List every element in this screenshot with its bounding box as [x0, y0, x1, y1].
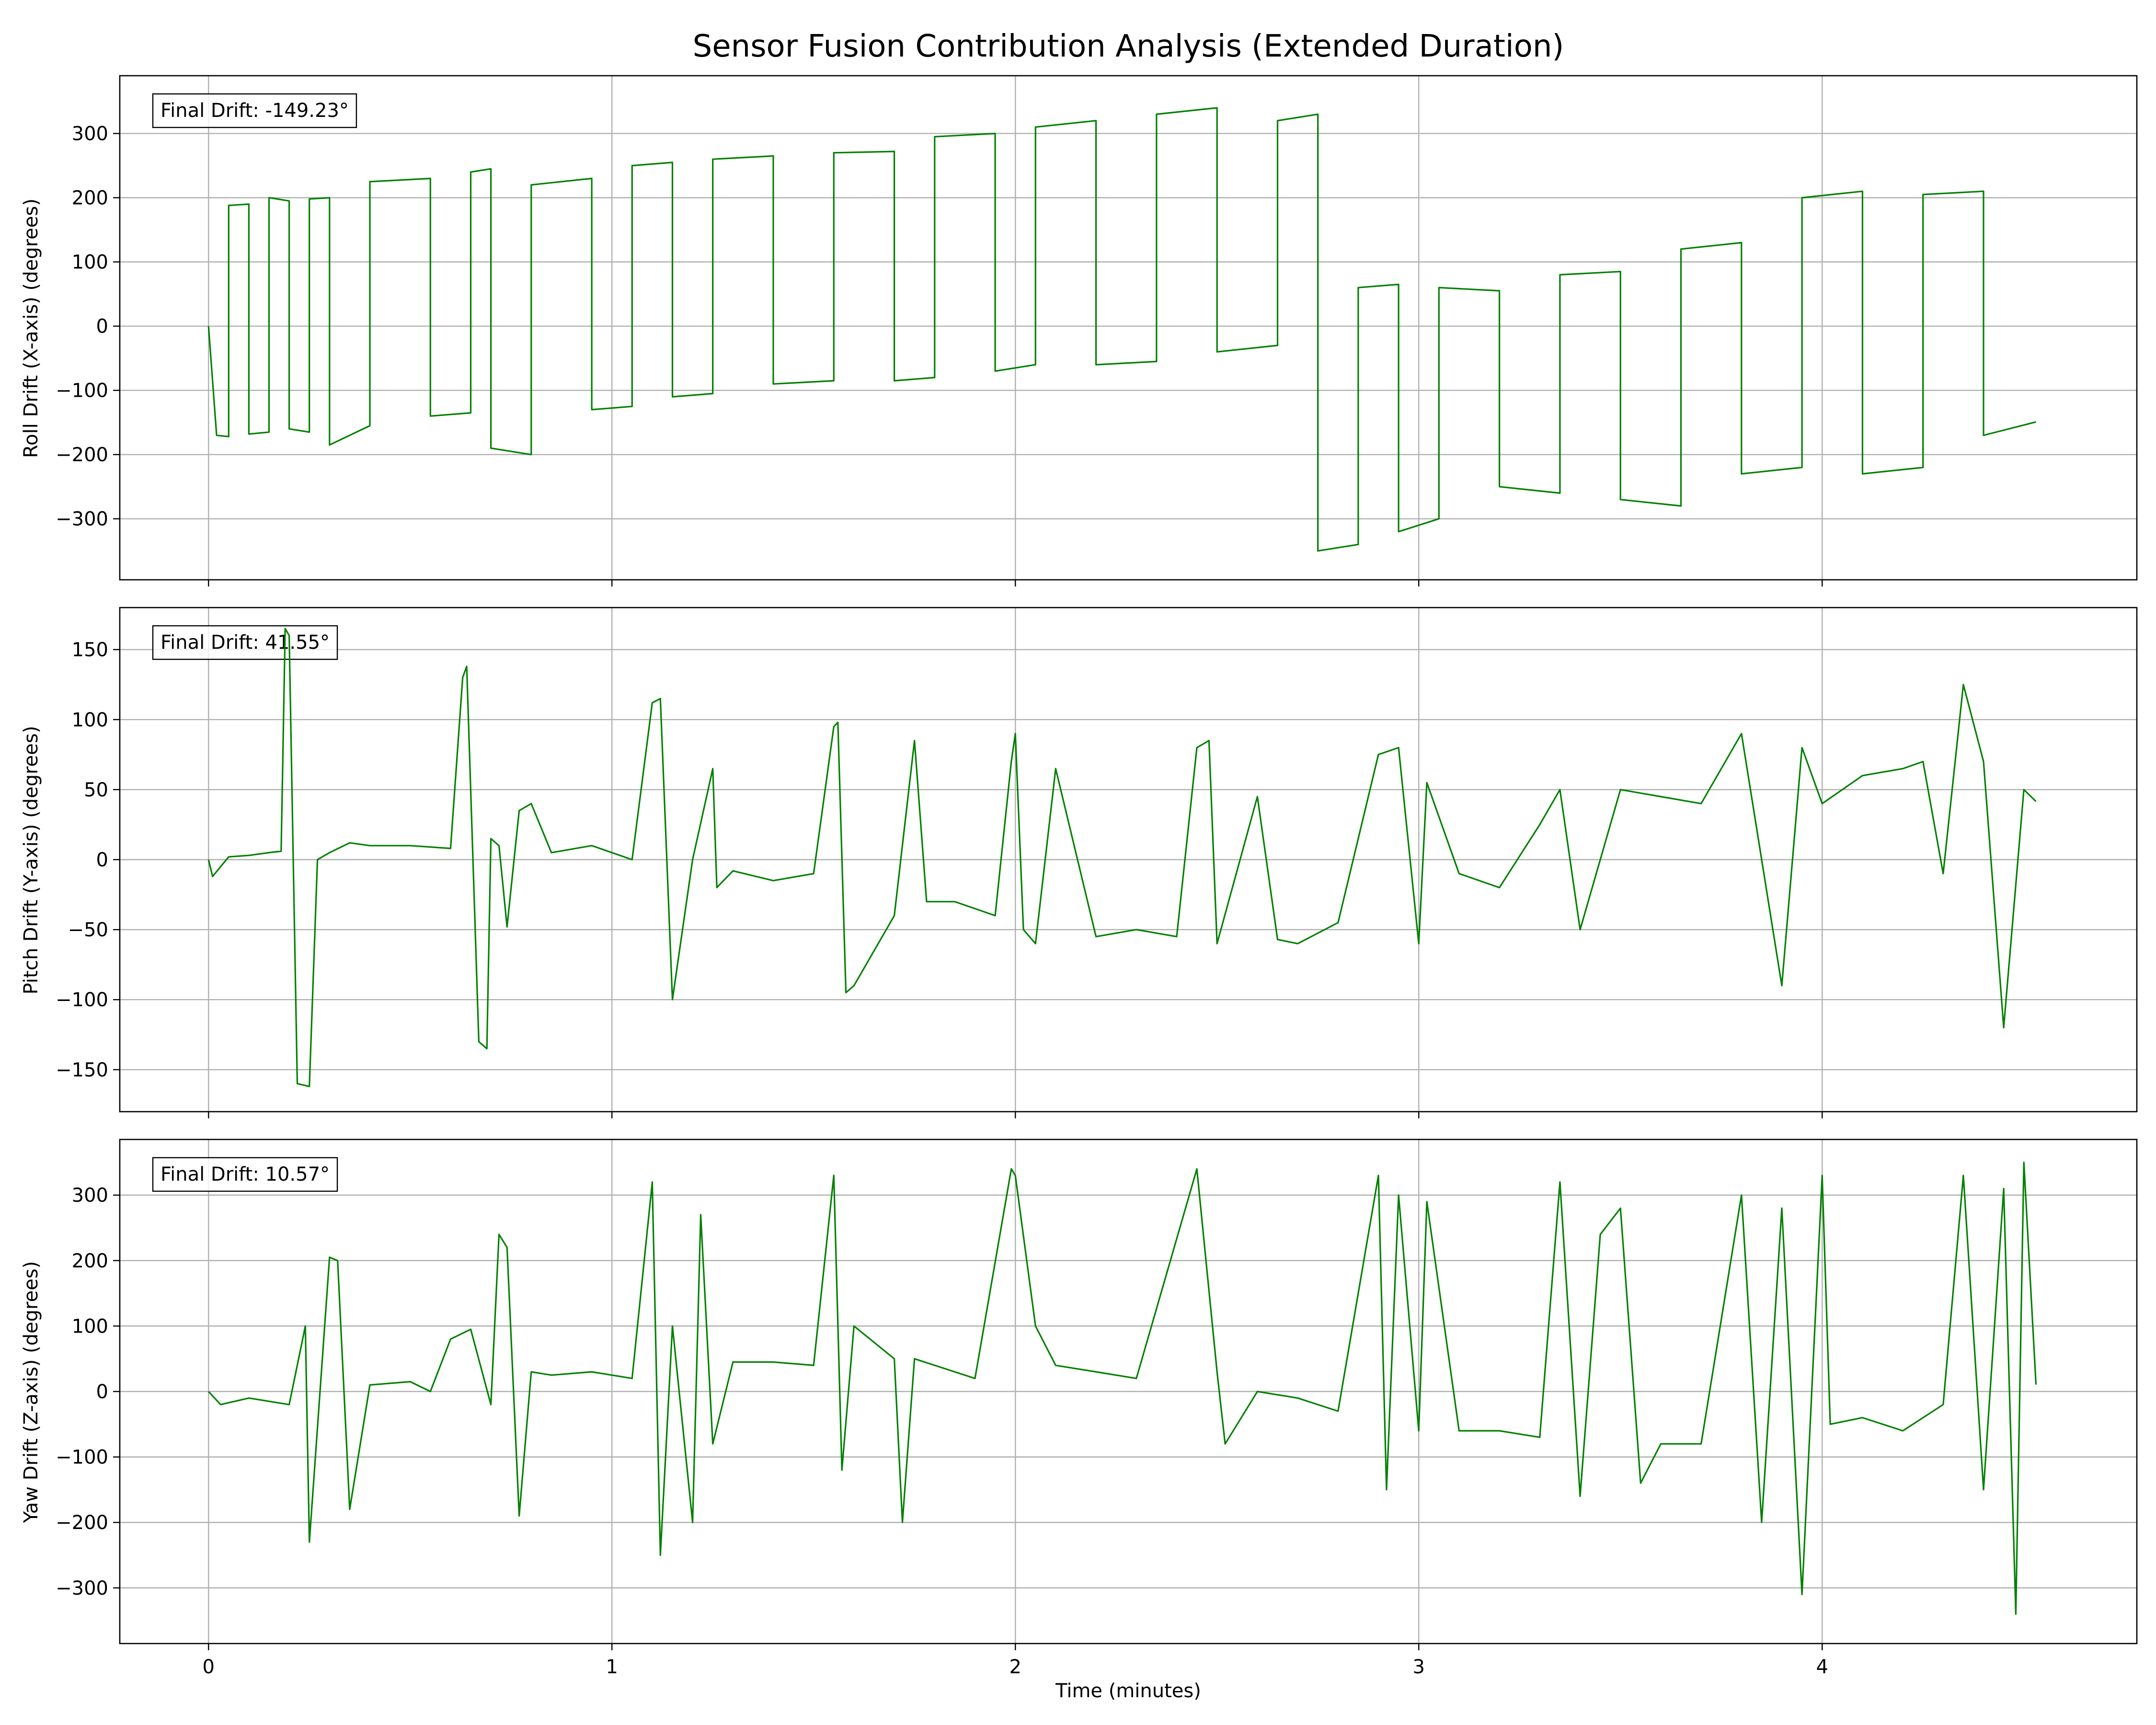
- roll-y-tick-label: −200: [56, 444, 108, 466]
- yaw-final-drift-box: [152, 1157, 338, 1192]
- pitch-drift-panel: Pitch Drift (Y-axis) (degrees) Final Dri…: [20, 607, 2138, 1118]
- yaw-y-tick-label: −100: [56, 1447, 108, 1469]
- roll-y-tick-label: −300: [56, 508, 108, 530]
- roll-y-tick-label: 0: [96, 316, 108, 338]
- yaw-x-tick-label: 4: [1816, 1656, 1828, 1678]
- yaw-x-tick-label: 2: [1009, 1656, 1021, 1678]
- yaw-ylabel: Yaw Drift (Z-axis) (degrees): [20, 1261, 42, 1523]
- pitch-y-tick-label: −150: [56, 1059, 108, 1081]
- roll-y-tick-label: −100: [56, 380, 108, 402]
- yaw-y-tick-label: 0: [96, 1381, 108, 1403]
- pitch-ylabel: Pitch Drift (Y-axis) (degrees): [20, 726, 42, 995]
- pitch-y-tick-label: 50: [84, 779, 108, 801]
- roll-y-tick-label: 300: [72, 123, 108, 145]
- yaw-final-drift-label: Final Drift: 10.57°: [161, 1163, 330, 1185]
- yaw-drift-panel: Yaw Drift (Z-axis) (degrees) Final Drift…: [20, 1138, 2138, 1702]
- yaw-y-tick-label: 300: [72, 1184, 108, 1207]
- yaw-grid: [120, 1139, 2137, 1644]
- roll-y-tick-label: 200: [72, 187, 108, 209]
- pitch-y-tick-label: 150: [72, 639, 108, 661]
- yaw-y-tick-label: −200: [56, 1512, 108, 1534]
- pitch-final-drift-box: [152, 625, 338, 660]
- yaw-drift-series-line: [208, 1162, 2037, 1615]
- figure-title: Sensor Fusion Contribution Analysis (Ext…: [693, 29, 1564, 64]
- yaw-x-tick-label: 1: [606, 1656, 618, 1678]
- roll-final-drift-label: Final Drift: -149.23°: [161, 100, 349, 122]
- roll-ylabel: Roll Drift (X-axis) (degrees): [20, 198, 42, 458]
- x-axis-label: Time (minutes): [1055, 1680, 1201, 1702]
- pitch-final-drift-label: Final Drift: 41.55°: [161, 632, 330, 654]
- roll-grid: [120, 76, 2137, 580]
- yaw-y-tick-label: 100: [72, 1315, 108, 1337]
- roll-drift-panel: Roll Drift (X-axis) (degrees) Final Drif…: [20, 75, 2138, 586]
- yaw-x-tick-label: 0: [203, 1656, 215, 1678]
- pitch-y-tick-label: 100: [72, 709, 108, 731]
- yaw-y-tick-label: −300: [56, 1577, 108, 1599]
- pitch-y-tick-label: −50: [68, 919, 108, 941]
- yaw-y-tick-label: 200: [72, 1250, 108, 1272]
- roll-drift-series-line: [207, 107, 2036, 552]
- yaw-x-tick-label: 3: [1413, 1656, 1425, 1678]
- roll-final-drift-box: [152, 93, 357, 128]
- pitch-drift-series-line: [207, 628, 2037, 1087]
- pitch-y-tick-label: 0: [96, 849, 108, 871]
- roll-axes-frame: [119, 75, 2138, 581]
- roll-y-tick-label: 100: [72, 252, 108, 274]
- pitch-y-tick-label: −100: [56, 989, 108, 1011]
